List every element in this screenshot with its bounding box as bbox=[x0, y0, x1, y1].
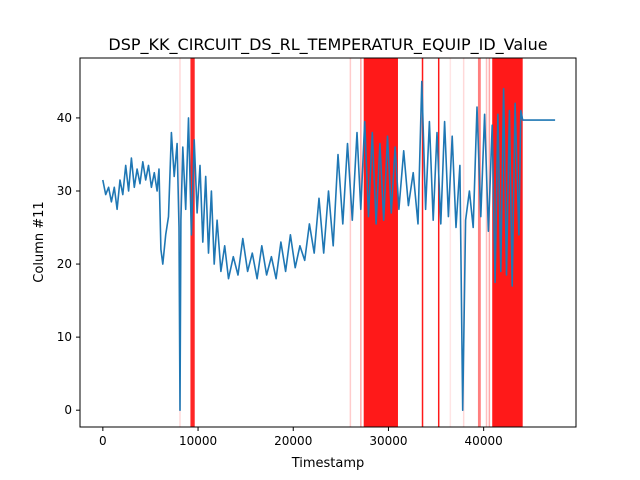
chart-title: DSP_KK_CIRCUIT_DS_RL_TEMPERATUR_EQUIP_ID… bbox=[108, 35, 547, 55]
highlight-band-1 bbox=[363, 58, 398, 427]
series-line-0 bbox=[102, 80, 556, 411]
x-tick-label: 30000 bbox=[369, 434, 407, 448]
y-tick-label: 30 bbox=[57, 184, 72, 198]
y-axis-label: Column #11 bbox=[32, 201, 47, 282]
x-tick-label: 20000 bbox=[274, 434, 312, 448]
series-layer bbox=[102, 80, 556, 411]
plot-frame bbox=[79, 57, 577, 428]
y-tick-label: 10 bbox=[57, 330, 72, 344]
x-axis: 0 10000 20000 30000 40000 bbox=[99, 427, 503, 448]
highlight-band-0 bbox=[190, 58, 195, 427]
highlight-band-4 bbox=[477, 58, 481, 427]
y-axis: 0 10 20 30 40 bbox=[57, 111, 80, 417]
x-tick-label: 10000 bbox=[179, 434, 217, 448]
x-axis-label: Timestamp bbox=[291, 456, 365, 471]
highlight-band-3 bbox=[437, 58, 440, 427]
highlight-band-2 bbox=[421, 58, 424, 427]
y-tick-label: 20 bbox=[57, 257, 72, 271]
y-tick-label: 40 bbox=[57, 111, 72, 125]
x-tick-label: 0 bbox=[99, 434, 107, 448]
x-tick-label: 40000 bbox=[465, 434, 503, 448]
y-tick-label: 0 bbox=[64, 403, 72, 417]
